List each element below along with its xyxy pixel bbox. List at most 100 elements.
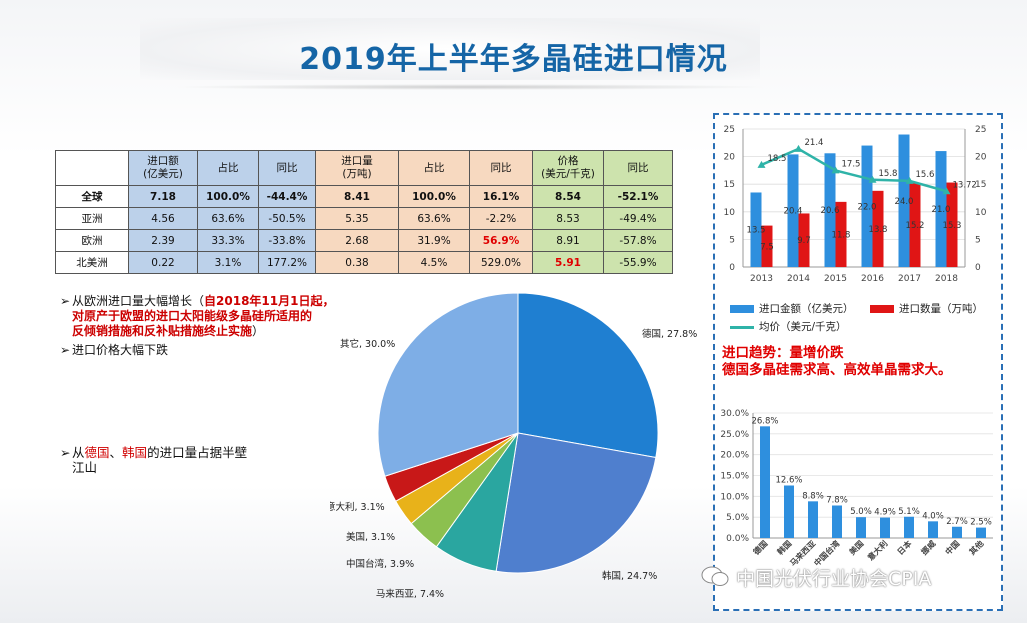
bar-volume-label: 7.5 — [760, 242, 774, 252]
y-tick-label: 30.0% — [720, 409, 749, 419]
table-header-cell: 同比 — [603, 150, 673, 186]
share-bar-label: 5.1% — [898, 507, 920, 517]
table-cell: 0.38 — [315, 251, 399, 274]
pie-label: 意大利, 3.1% — [330, 501, 385, 513]
share-bar — [832, 505, 842, 538]
pie-chart: 德国, 27.8% 韩国, 24.7% 马来西亚, 7.4% 中国台湾, 3.9% 美国… — [326, 285, 710, 614]
chevron-right-icon: ➢ — [60, 445, 71, 460]
share-bar — [760, 426, 770, 538]
pie-label: 中国台湾, 3.9% — [346, 558, 414, 570]
table-header-cell: 占比 — [398, 150, 470, 186]
table-cell: -33.8% — [258, 229, 316, 252]
table-cell: 北美洲 — [55, 251, 129, 274]
table-cell: 全球 — [55, 185, 129, 208]
table-cell: 2.39 — [128, 229, 198, 252]
bar-volume — [835, 201, 847, 267]
bullet-germany-korea: ➢ 从德国、韩国的进口量占据半壁 江山 — [60, 445, 247, 475]
chevron-right-icon: ➢ — [60, 294, 71, 308]
table-cell: 33.3% — [197, 229, 259, 252]
bar-volume-label: 15.2 — [906, 221, 925, 231]
price-label: 17.5 — [842, 159, 861, 169]
bar-amount-label: 20.4 — [784, 207, 803, 217]
table-header-cell: 进口量 (万吨) — [315, 150, 399, 186]
bar-volume — [872, 190, 884, 267]
share-bar — [856, 517, 866, 538]
share-bar-chart-svg: 0.0% 5.0% 10.0% 15.0% 20.0% 25.0% 30.0%26.8% 德国… — [720, 409, 993, 568]
trend-line-1: 进口趋势：量增价跌 — [722, 345, 844, 361]
bullet-europe: ➢ 从欧洲进口量大幅增长（自2018年11月1日起， 对原产于欧盟的进口太阳能级多… — [60, 294, 350, 339]
price-point — [868, 175, 877, 183]
x-tick-label: 韩国 — [775, 538, 793, 556]
y-tick-label: 25.0% — [720, 430, 749, 440]
bar-amount — [824, 153, 836, 267]
table-cell: 63.6% — [197, 207, 259, 230]
bar-volume-label: 13.8 — [869, 225, 888, 235]
bullet-text: 从 — [72, 445, 85, 460]
table-cell: -44.4% — [258, 185, 316, 208]
share-bar — [928, 521, 938, 538]
table-header-cell: 价格 (美元/千克) — [532, 150, 604, 186]
pie-label: 其它, 30.0% — [340, 338, 395, 350]
table-cell: 100.0% — [398, 185, 470, 208]
y-tick-label: 25 — [724, 125, 735, 135]
table-cell: 177.2% — [258, 251, 316, 274]
price-point — [831, 166, 840, 174]
bullet-red-text: 韩国 — [122, 445, 148, 460]
y2-tick-label: 15 — [975, 180, 986, 190]
table-header-cell: 进口额 (亿美元) — [128, 150, 198, 186]
bullet-text: 的进口量占据半壁 — [147, 445, 248, 460]
legend-item: 进口金额（亿美元） — [730, 301, 854, 316]
table-cell: 8.41 — [315, 185, 399, 208]
pie-slice — [517, 292, 659, 459]
price-point — [905, 176, 914, 184]
trend-line-2: 德国多晶硅需求高、高效单晶需求大。 — [722, 362, 952, 378]
y2-tick-label: 10 — [975, 208, 987, 218]
table-cell: 8.54 — [532, 185, 604, 208]
x-tick-label: 美国 — [847, 538, 865, 556]
table-cell: 8.53 — [532, 207, 604, 230]
table-cell: 16.1% — [469, 185, 533, 208]
bar-volume — [909, 183, 921, 267]
price-point — [794, 144, 803, 152]
table-header-cell: 同比 — [469, 150, 533, 186]
bar-amount — [750, 192, 762, 267]
x-tick-label: 2017 — [898, 274, 921, 284]
legend-swatch — [870, 305, 894, 313]
price-line — [761, 147, 947, 193]
pie-label: 韩国, 24.7% — [602, 570, 657, 582]
legend-line-swatch — [730, 325, 754, 329]
y-tick-label: 20.0% — [720, 451, 749, 461]
bar-volume — [798, 213, 810, 267]
table-row: 亚洲 4.56 63.6% -50.5% 5.35 63.6% -2.2% 8.… — [55, 207, 673, 230]
bullet-text: 江山 — [72, 460, 98, 475]
y-tick-label: 0.0% — [726, 534, 749, 544]
bar-amount — [898, 134, 910, 267]
title-band — [140, 18, 760, 80]
wechat-icon — [701, 566, 729, 586]
table-cell: 0.22 — [128, 251, 198, 274]
share-bar — [784, 485, 794, 538]
legend-swatch — [730, 305, 754, 313]
trend-note: 进口趋势：量增价跌 德国多晶硅需求高、高效单晶需求大。 — [722, 345, 952, 379]
table-cell: 7.18 — [128, 185, 198, 208]
table-row: 北美洲 0.22 3.1% 177.2% 0.38 4.5% 529.0% 5.… — [55, 251, 673, 274]
pie-label: 德国, 27.8% — [642, 328, 697, 340]
y-tick-label: 10.0% — [720, 492, 749, 502]
share-bar-label: 2.5% — [970, 518, 992, 528]
bar-volume — [761, 225, 773, 267]
y-tick-label: 5.0% — [726, 513, 749, 523]
bar-volume-label: 9.7 — [797, 236, 811, 246]
legend-label: 进口金额（亿美元） — [759, 303, 854, 315]
table-cell: 4.56 — [128, 207, 198, 230]
combo-chart-svg: 0 0 5 5 10 10 15 15 20 20 25 25 2013 13.5 7.5 2014 20.4 9… — [724, 125, 987, 284]
table-cell: -55.9% — [603, 251, 673, 274]
x-tick-label: 2016 — [861, 274, 884, 284]
price-label: 15.8 — [879, 169, 898, 179]
bar-amount — [787, 154, 799, 267]
x-tick-label: 2018 — [935, 274, 958, 284]
table-cell: 3.1% — [197, 251, 259, 274]
share-bar-label: 5.0% — [850, 507, 872, 517]
table-cell: -2.2% — [469, 207, 533, 230]
table-header-cell: 占比 — [197, 150, 259, 186]
x-tick-label: 德国 — [751, 538, 769, 556]
